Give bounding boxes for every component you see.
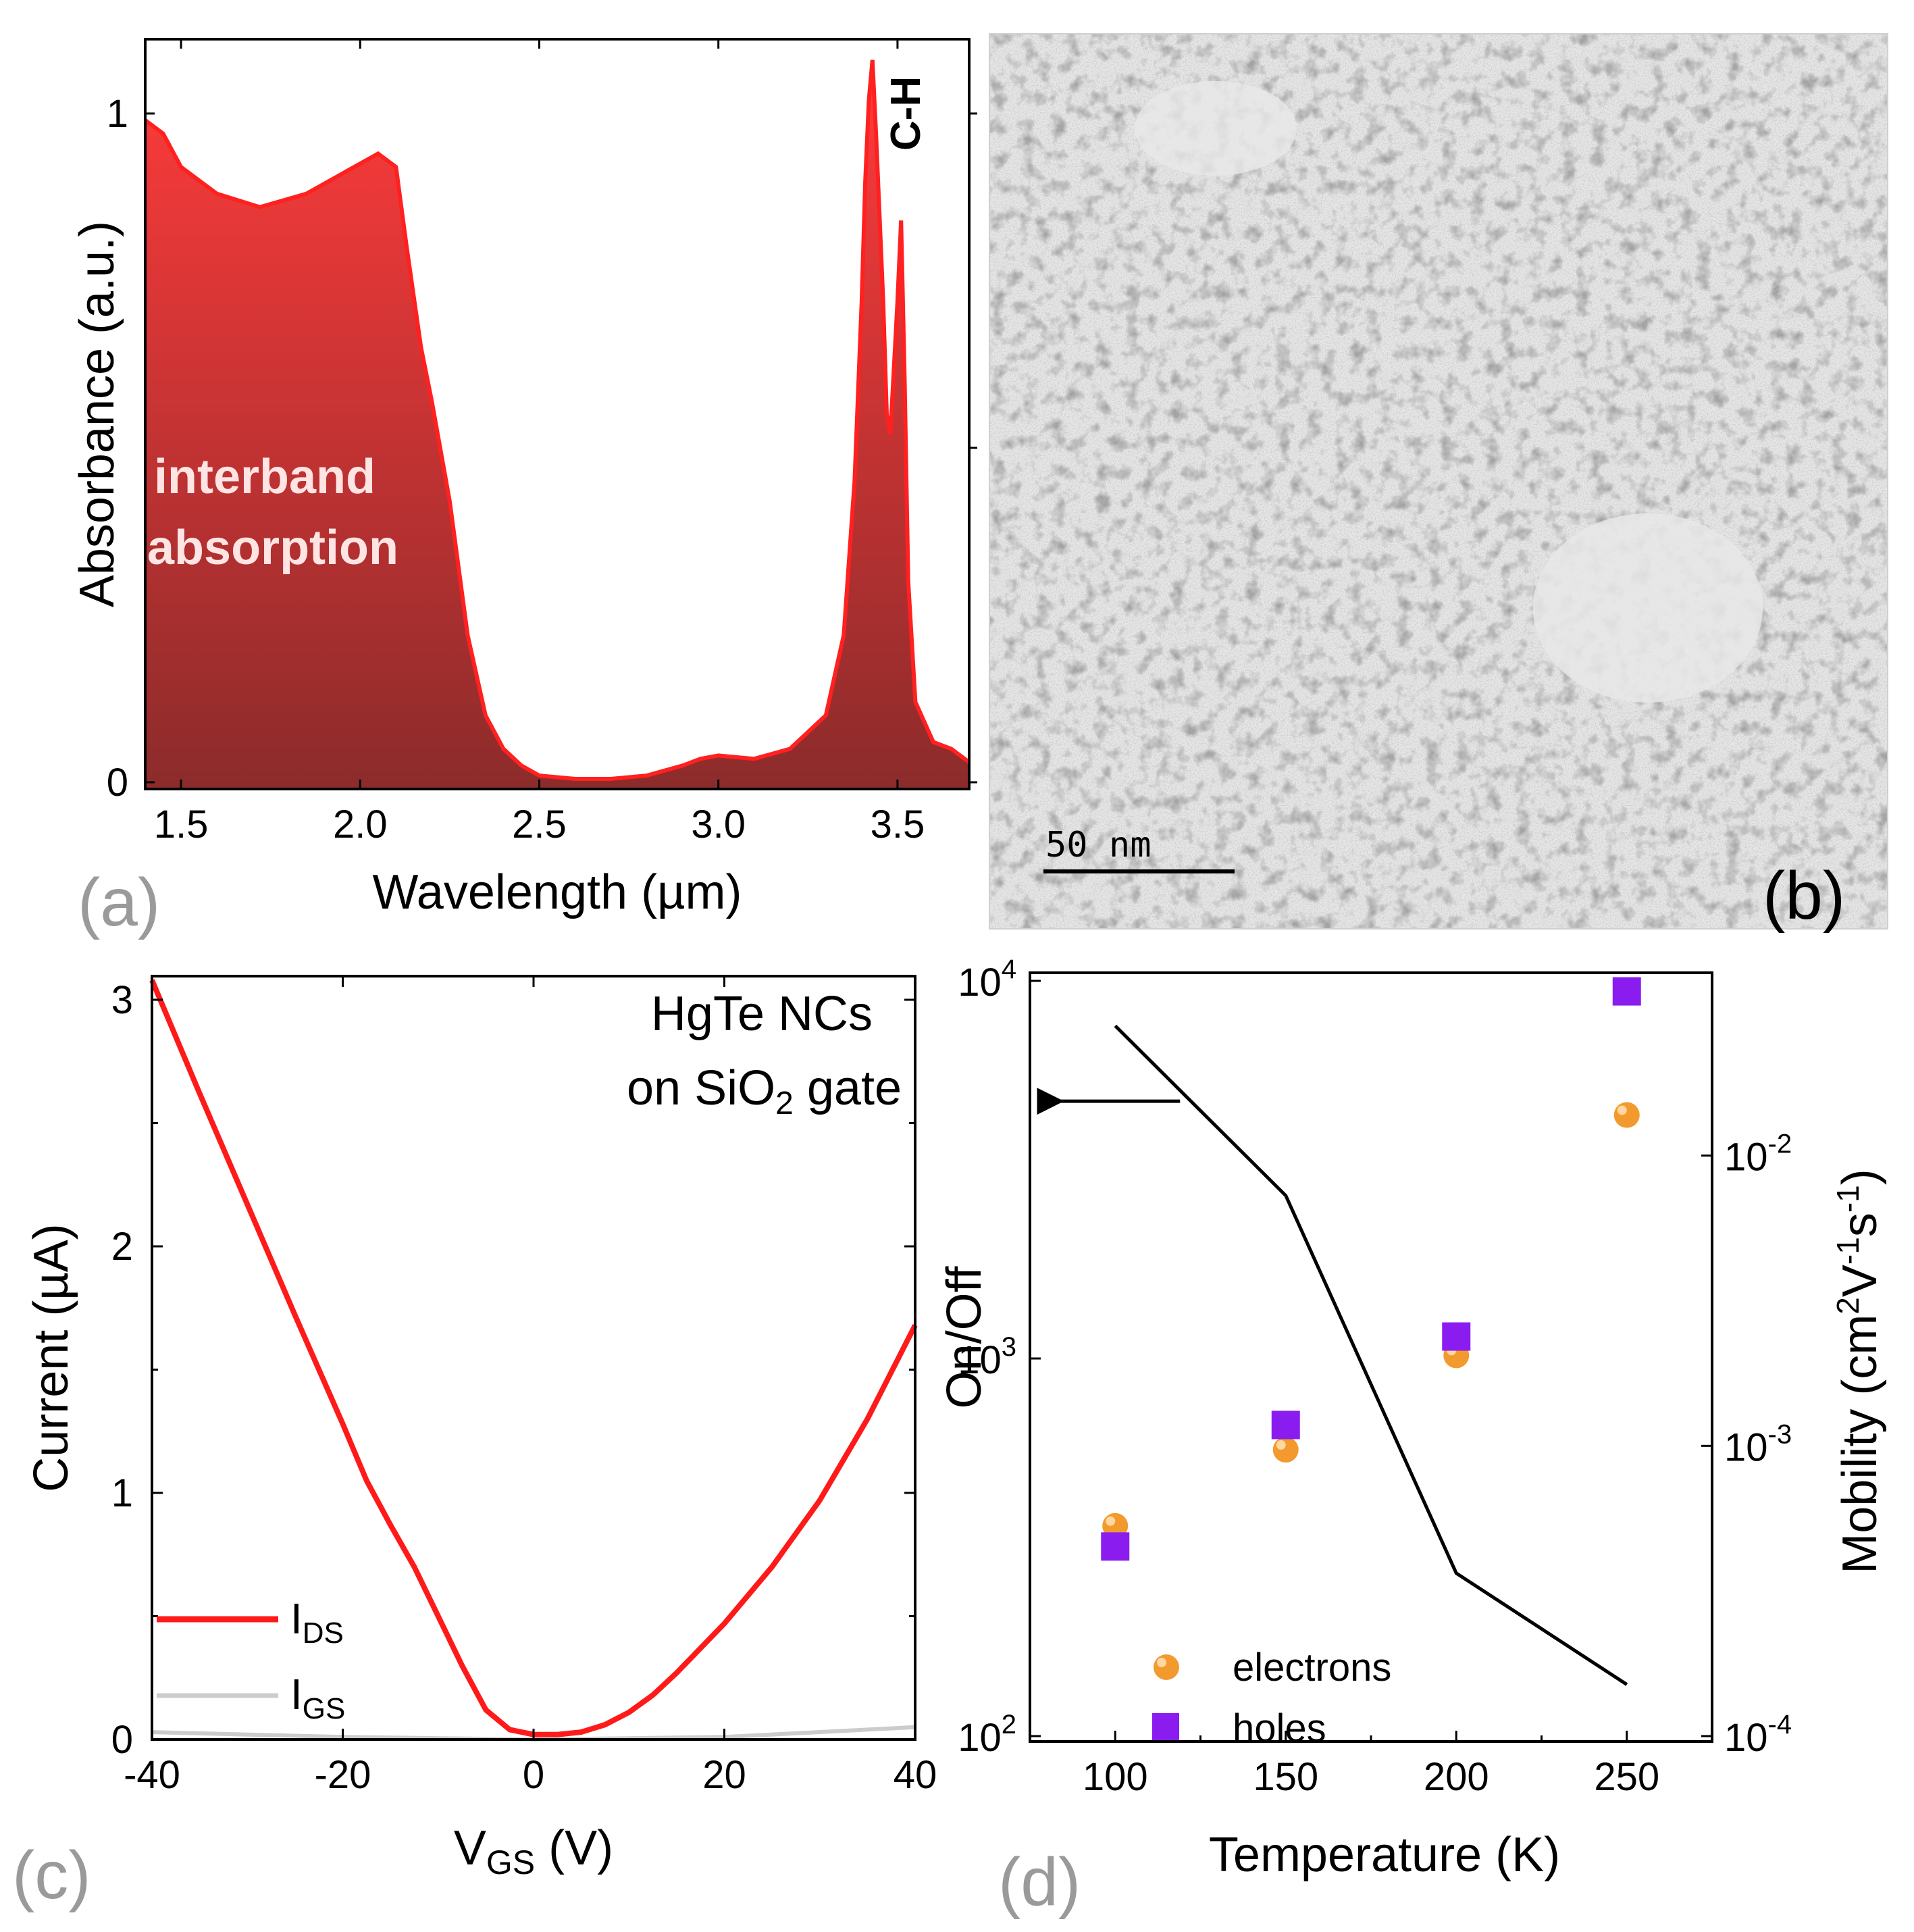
holes-data-point xyxy=(1271,1410,1300,1440)
panel-c-label: (c) xyxy=(12,1837,91,1913)
legend-ids-label: IDS xyxy=(290,1594,344,1650)
panel-d-right-axis-label: Mobility (cm2V-1s-1) xyxy=(1830,1169,1887,1573)
d-right-tick-label: 10-2 xyxy=(1724,1129,1792,1179)
d-left-tick-label: 102 xyxy=(958,1710,1016,1760)
d-right-tick-label: 10-4 xyxy=(1724,1710,1792,1760)
panel-c-x-ticks: -40 -20 0 20 40 xyxy=(124,976,937,1797)
panel-d-legend: electrons holes xyxy=(1152,1646,1391,1750)
panel-d-right-ticks: 10-4 10-3 10-2 xyxy=(1701,1129,1792,1760)
holes-data-point xyxy=(1612,977,1641,1006)
absorbance-series-line xyxy=(144,59,971,781)
panel-a-y-axis-label: Absorbance (a.u.) xyxy=(70,221,124,607)
tem-grain-texture xyxy=(989,34,1888,929)
panel-a-absorbance-chart: 1.5 2.0 2.5 3.0 3.5 01 Wavelength (µm) Absor… xyxy=(70,38,977,940)
legend-holes-marker xyxy=(1152,1713,1179,1740)
electrons-data-point-highlight xyxy=(1106,1516,1116,1526)
a-ytick-label: 1 xyxy=(107,92,128,136)
c-xtick-label: -40 xyxy=(124,1753,180,1797)
panel-c-transfer-curve: -40 -20 0 20 40 0 1 2 3 VGS (V) Current (µA) Hg… xyxy=(12,975,937,1913)
electrons-data-point-highlight xyxy=(1276,1440,1286,1450)
panel-c-x-axis-label: VGS (V) xyxy=(454,1821,613,1881)
tem-empty-region-2 xyxy=(1135,81,1297,176)
panel-b-tem-image: 50 nm (b) xyxy=(989,33,1888,934)
c-xtick-label: 40 xyxy=(894,1753,937,1797)
panel-d-label: (d) xyxy=(998,1844,1081,1920)
legend-holes-label: holes xyxy=(1233,1706,1326,1750)
c-ytick-label: 0 xyxy=(111,1718,133,1762)
onoff-series-line xyxy=(1114,1024,1628,1686)
panel-b-label: (b) xyxy=(1763,858,1845,934)
a-xtick-label: 1.5 xyxy=(154,803,209,846)
panel-d-markers xyxy=(1101,977,1641,1561)
d-xtick-label: 100 xyxy=(1083,1755,1148,1799)
panel-c-y-axis-label: Current (µA) xyxy=(24,1223,78,1492)
panel-a-x-ticks: 1.5 2.0 2.5 3.0 3.5 xyxy=(154,39,925,846)
panel-d-x-ticks: 100 150 200 250 xyxy=(1083,1731,1659,1799)
c-ytick-label: 3 xyxy=(111,978,133,1022)
electrons-data-point xyxy=(1613,1102,1640,1128)
a-xtick-label: 2.5 xyxy=(512,803,567,846)
d-left-tick-label: 103 xyxy=(958,1332,1016,1382)
panel-a-label: (a) xyxy=(78,865,160,940)
c-xtick-label: -20 xyxy=(315,1753,371,1797)
panel-d-x-axis-label: Temperature (K) xyxy=(1209,1828,1560,1882)
panel-a-axes-frame xyxy=(144,38,971,790)
panel-d-axes-frame xyxy=(1029,971,1713,1743)
a-xtick-label: 3.0 xyxy=(691,803,746,846)
electrons-data-point xyxy=(1272,1437,1299,1463)
holes-data-point xyxy=(1101,1532,1130,1561)
panel-d-left-axis-label: On/Off xyxy=(937,1266,991,1409)
d-xtick-label: 150 xyxy=(1253,1755,1318,1799)
d-xtick-label: 200 xyxy=(1424,1755,1489,1799)
a-ytick-label: 0 xyxy=(107,761,128,805)
panel-d-temperature-chart: 100 150 200 250 102 103 104 10-4 10-3 10-2 Temp… xyxy=(937,955,1887,1920)
panel-a-y-ticks: 01 xyxy=(107,92,977,805)
legend-electrons-marker-highlight xyxy=(1157,1658,1166,1667)
c-ytick-label: 2 xyxy=(111,1225,133,1269)
electrons-data-point-highlight xyxy=(1617,1105,1627,1115)
panel-d-left-ticks: 102 103 104 xyxy=(958,955,1041,1760)
hgte-annotation-line1: HgTe NCs xyxy=(651,987,873,1041)
absorbance-fill-area xyxy=(145,59,969,789)
holes-data-point xyxy=(1442,1322,1471,1351)
a-xtick-label: 2.0 xyxy=(333,803,388,846)
panel-c-y-ticks: 0 1 2 3 xyxy=(111,978,915,1762)
tem-image-border xyxy=(989,33,1888,930)
tem-empty-region xyxy=(1533,513,1763,703)
c-xtick-label: 0 xyxy=(523,1753,544,1797)
legend-electrons-marker xyxy=(1154,1654,1179,1680)
hgte-annotation-line2: on SiO2 gate xyxy=(627,1061,902,1121)
legend-igs-label: IGS xyxy=(290,1670,345,1725)
ch-peak-annotation: C-H xyxy=(883,76,929,151)
c-ytick-label: 1 xyxy=(111,1471,133,1515)
c-xtick-label: 20 xyxy=(702,1753,746,1797)
panel-a-x-axis-label: Wavelength (µm) xyxy=(373,865,742,919)
d-xtick-label: 250 xyxy=(1594,1755,1659,1799)
interband-annotation-line2: absorption xyxy=(147,521,398,575)
a-xtick-label: 3.5 xyxy=(871,803,925,846)
d-left-tick-label: 104 xyxy=(958,955,1016,1005)
d-right-tick-label: 10-3 xyxy=(1724,1419,1792,1469)
panel-c-legend: IDS IGS xyxy=(157,1594,345,1725)
legend-electrons-label: electrons xyxy=(1233,1646,1391,1689)
interband-annotation-line1: interband xyxy=(154,450,376,504)
scale-bar-label: 50 nm xyxy=(1045,825,1152,865)
